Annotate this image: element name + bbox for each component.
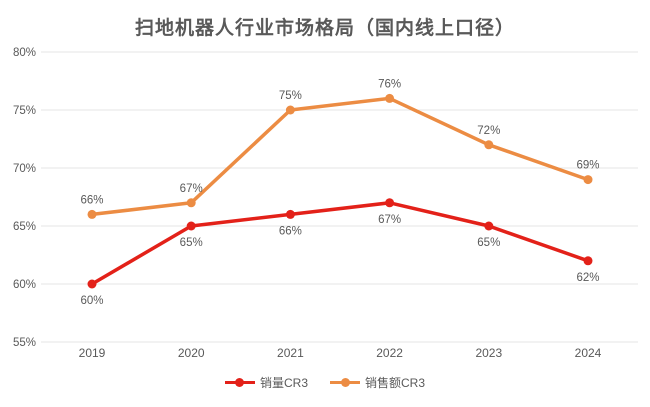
x-tick-label: 2021 [277, 346, 304, 360]
data-point [484, 221, 494, 231]
data-point [484, 140, 494, 150]
chart-title: 扫地机器人行业市场格局（国内线上口径） [134, 18, 515, 39]
y-tick-label: 55% [13, 337, 36, 349]
data-label: 67% [378, 214, 401, 226]
data-label: 65% [477, 237, 500, 249]
data-point [87, 279, 97, 289]
data-point [583, 175, 593, 185]
y-tick-label: 65% [13, 221, 36, 233]
data-point [385, 93, 395, 103]
legend-item-sales-value: 销售额CR3 [330, 374, 425, 391]
data-point [583, 256, 593, 266]
x-tick-label: 2019 [79, 346, 106, 360]
data-point [87, 209, 97, 219]
x-tick-label: 2023 [475, 346, 502, 360]
legend-item-sales-volume: 销量CR3 [224, 374, 308, 391]
y-tick-label: 80% [13, 47, 36, 59]
data-label: 62% [576, 272, 599, 284]
data-label: 76% [378, 78, 401, 90]
legend-line-dot-marker-red [224, 378, 255, 388]
series-line [90, 201, 590, 286]
series-line [90, 96, 590, 217]
data-label: 66% [80, 194, 103, 206]
data-label: 65% [180, 237, 203, 249]
x-tick-label: 2024 [575, 346, 602, 360]
data-point [285, 209, 295, 219]
data-label: 72% [477, 125, 500, 137]
y-tick-label: 70% [13, 163, 36, 175]
legend-line-dot-marker-orange [330, 378, 360, 388]
data-label: 75% [279, 90, 302, 102]
data-label: 67% [180, 183, 203, 195]
data-point [186, 221, 196, 231]
legend: 销量CR3 销售额CR3 [0, 374, 650, 391]
y-tick-label: 60% [13, 279, 36, 291]
x-tick-label: 2020 [178, 346, 205, 360]
data-label: 69% [576, 160, 599, 172]
data-point [285, 105, 295, 115]
y-tick-label: 75% [13, 105, 36, 117]
legend-label: 销量CR3 [259, 376, 308, 390]
legend-label: 销售额CR3 [365, 376, 426, 390]
data-label: 60% [80, 295, 103, 307]
data-point [186, 198, 196, 208]
x-tick-label: 2022 [376, 346, 403, 360]
data-point [385, 198, 395, 208]
data-label: 66% [279, 225, 302, 237]
